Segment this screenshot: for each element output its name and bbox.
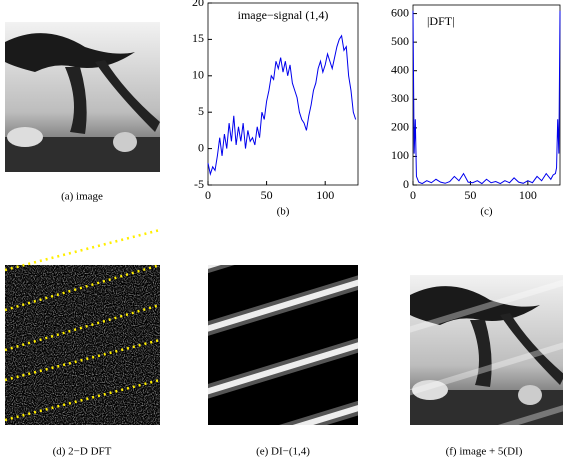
y-tick-label: 300 [391, 91, 409, 105]
y-tick-label: 200 [391, 120, 409, 134]
image-e [208, 265, 358, 425]
x-tick-label: 50 [464, 188, 476, 202]
x-tick-label: 0 [205, 188, 211, 202]
y-tick-label: 0 [403, 177, 409, 191]
axes-box [207, 2, 359, 186]
annotation: |DFT| [427, 14, 454, 28]
x-tick-label: 100 [316, 188, 334, 202]
y-tick-label: 0 [198, 140, 204, 154]
y-tick-label: 20 [192, 0, 204, 9]
image-f [410, 275, 563, 425]
y-tick-label: 100 [391, 148, 409, 162]
caption: (f) image + 5(DI) [446, 446, 523, 458]
y-tick-label: 10 [192, 68, 204, 82]
y-tick-label: 500 [391, 34, 409, 48]
y-tick-label: 600 [391, 5, 409, 19]
line-series [207, 34, 357, 177]
y-tick-label: 5 [198, 104, 204, 118]
y-tick-label: 400 [391, 62, 409, 76]
line-series [412, 10, 561, 185]
caption: (b) [277, 206, 290, 218]
image-d [4, 228, 161, 425]
x-tick-label: 50 [261, 188, 273, 202]
image-a [5, 22, 160, 172]
caption: (c) [480, 206, 493, 218]
caption: (a) image [61, 191, 103, 203]
axes-box [412, 4, 561, 186]
y-tick-label: 15 [192, 31, 204, 45]
caption: (e) DI−(1,4) [256, 446, 310, 458]
x-tick-label: 100 [519, 188, 537, 202]
annotation: image−signal (1,4) [238, 8, 329, 22]
caption: (d) 2−D DFT [53, 446, 112, 458]
y-tick-label: -5 [194, 177, 204, 191]
x-tick-label: 0 [410, 188, 416, 202]
